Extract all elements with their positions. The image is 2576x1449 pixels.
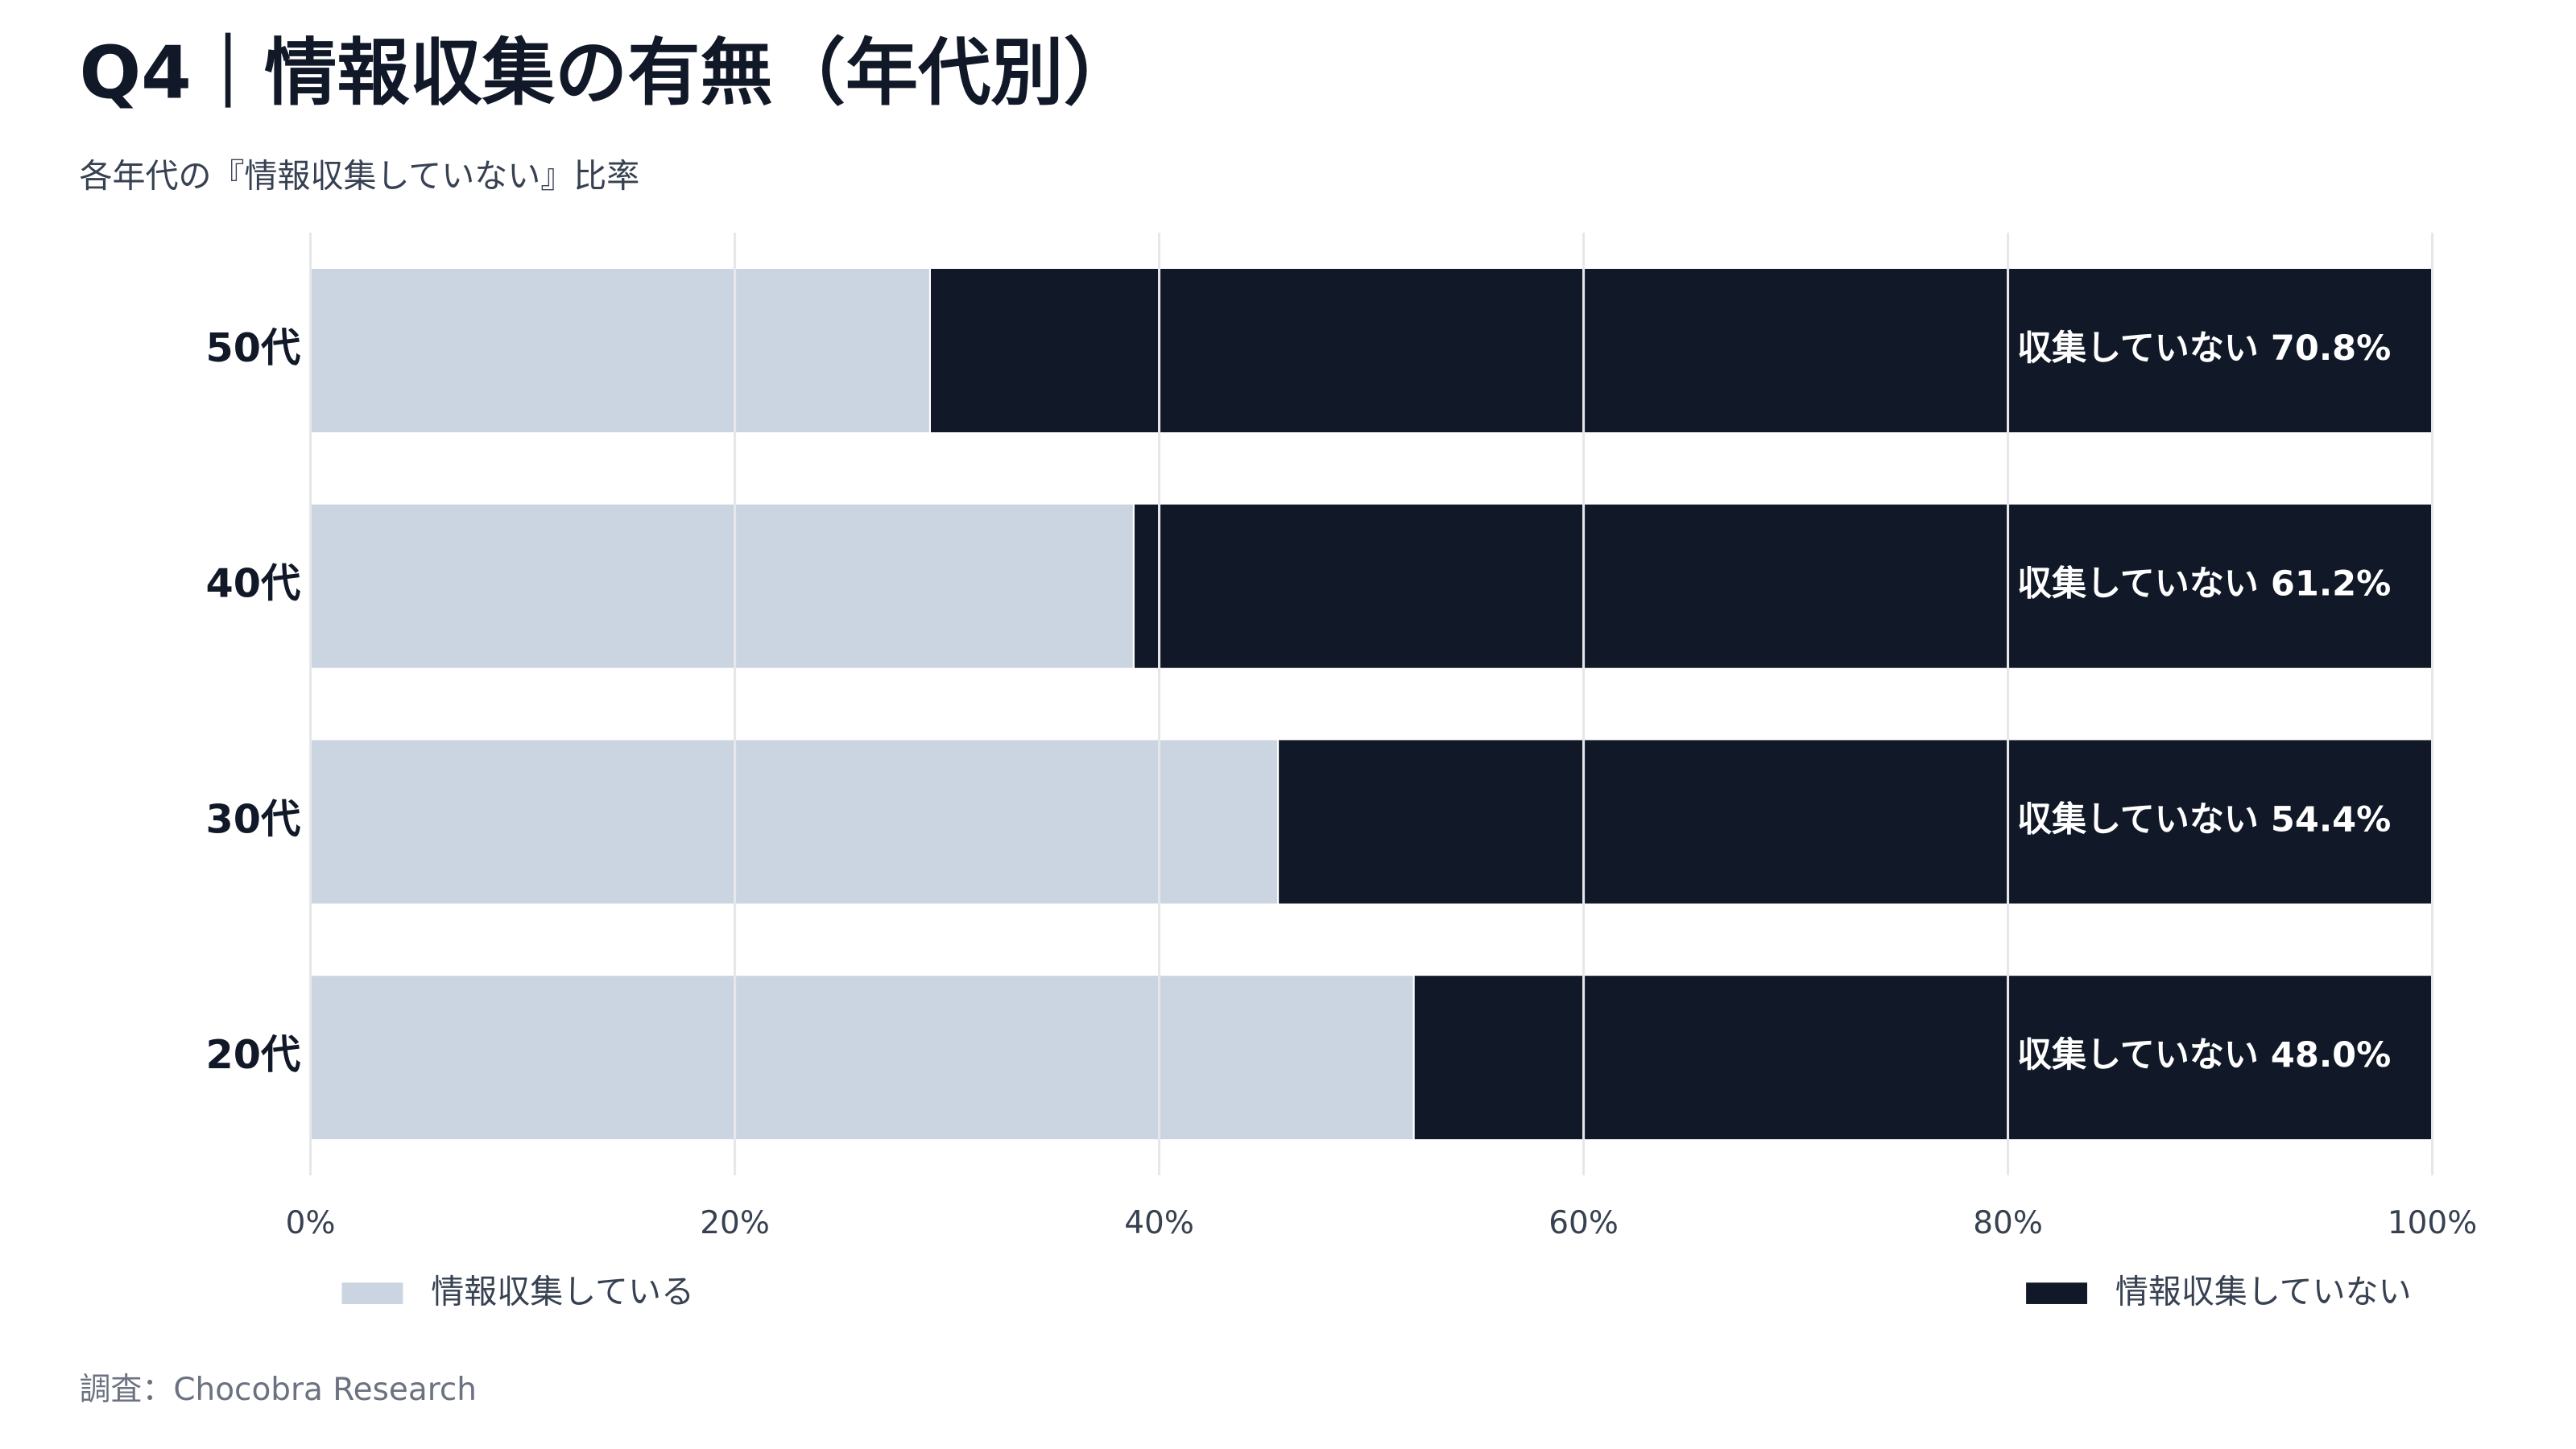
y-tick-label: 20代 [206,1031,301,1078]
data-label: 収集していない 61.2% [2017,564,2391,605]
legend-swatch [341,1282,403,1304]
data-label: 収集していない 54.4% [2017,799,2391,840]
bar-segment [309,502,1135,670]
x-tick-label: 40% [1124,1205,1194,1241]
source-note: 調査：Chocobra Research [79,1372,477,1408]
y-tick-label: 50代 [206,324,301,371]
chart-subtitle: 各年代の『情報収集していない』比率 [79,156,639,195]
bar-segment [928,266,2433,435]
legend-swatch [2026,1282,2087,1304]
bar-segment [1277,738,2433,906]
x-tick-label: 0% [286,1205,336,1241]
bar-segment [309,974,1415,1141]
legend-label: 情報収集していない [2115,1273,2412,1311]
y-tick-label: 30代 [206,795,301,842]
bar-segment [309,738,1280,906]
bar-segment [309,266,932,435]
data-label: 収集していない 70.8% [2017,328,2391,369]
x-tick-label: 100% [2388,1205,2477,1241]
x-tick-label: 80% [1973,1205,2043,1241]
y-tick-label: 40代 [206,560,301,607]
bar-segment [1132,502,2433,670]
chart-title: Q4｜情報収集の有無（年代別） [79,31,1135,115]
x-tick-label: 20% [700,1205,770,1241]
x-tick-label: 60% [1548,1205,1619,1241]
legend-label: 情報収集している [431,1273,694,1311]
data-label: 収集していない 48.0% [2017,1035,2391,1075]
